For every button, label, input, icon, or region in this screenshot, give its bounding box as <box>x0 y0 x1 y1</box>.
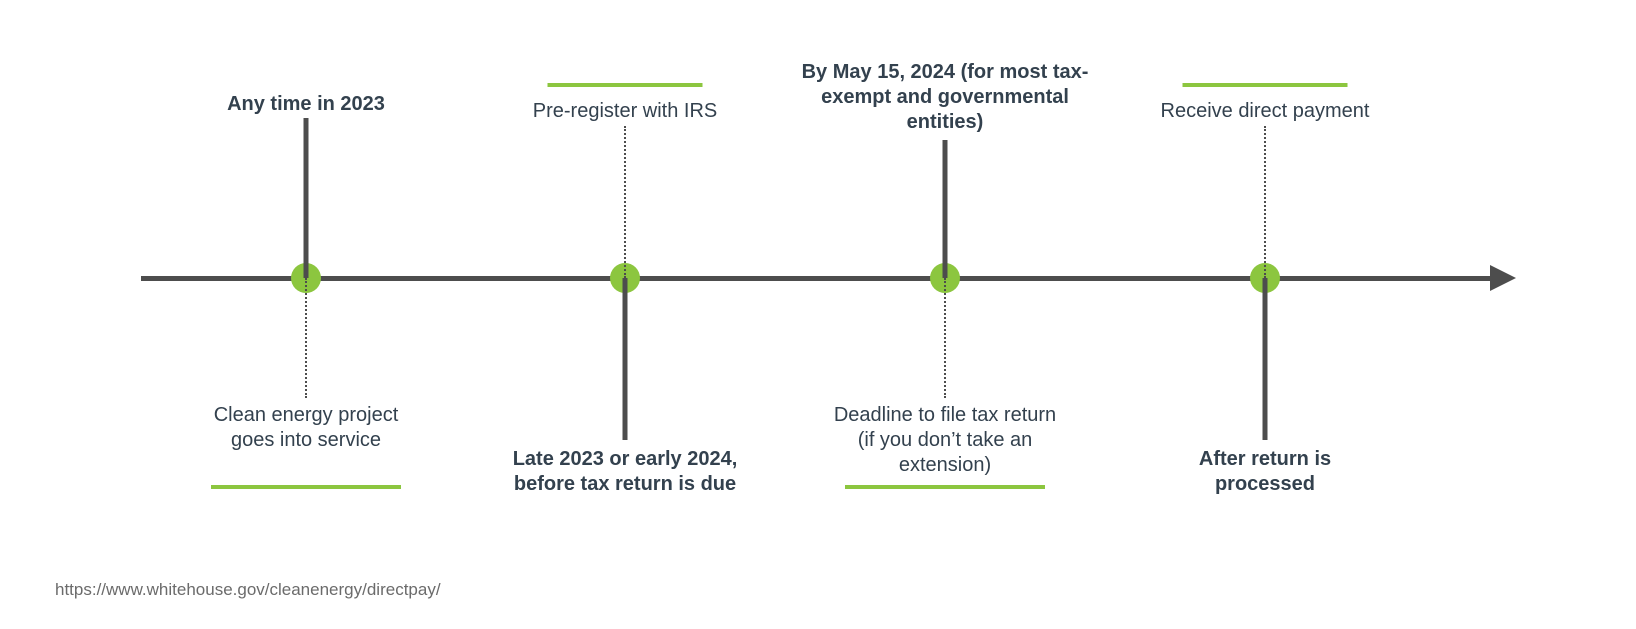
milestone-stem <box>1264 126 1266 278</box>
accent-underline <box>1183 83 1348 87</box>
milestone-label: Receive direct payment <box>1125 99 1405 124</box>
milestone-label: By May 15, 2024 (for most tax-exempt and… <box>795 60 1095 135</box>
milestone-label: Any time in 2023 <box>176 92 436 117</box>
milestone-stem <box>623 278 628 440</box>
milestone-label: Deadline to file tax return (if you don’… <box>825 403 1065 478</box>
milestone-stem <box>304 118 309 278</box>
accent-underline <box>845 485 1045 489</box>
accent-underline <box>548 83 703 87</box>
milestone-stem <box>305 278 307 398</box>
milestone-label: Clean energy project goes into service <box>191 403 421 453</box>
timeline-arrowhead <box>1490 265 1516 291</box>
timeline-axis <box>141 276 1490 281</box>
milestone-stem <box>944 278 946 398</box>
source-url: https://www.whitehouse.gov/cleanenergy/d… <box>55 580 441 599</box>
milestone-stem <box>624 126 626 278</box>
accent-underline <box>211 485 401 489</box>
source-footer: https://www.whitehouse.gov/cleanenergy/d… <box>55 580 441 600</box>
milestone-stem <box>1263 278 1268 440</box>
milestone-label: Pre-register with IRS <box>495 99 755 124</box>
milestone-label: After return is processed <box>1165 447 1365 497</box>
milestone-label: Late 2023 or early 2024, before tax retu… <box>485 447 765 497</box>
milestone-stem <box>943 140 948 278</box>
timeline-canvas: Any time in 2023 Clean energy project goe… <box>0 0 1636 629</box>
